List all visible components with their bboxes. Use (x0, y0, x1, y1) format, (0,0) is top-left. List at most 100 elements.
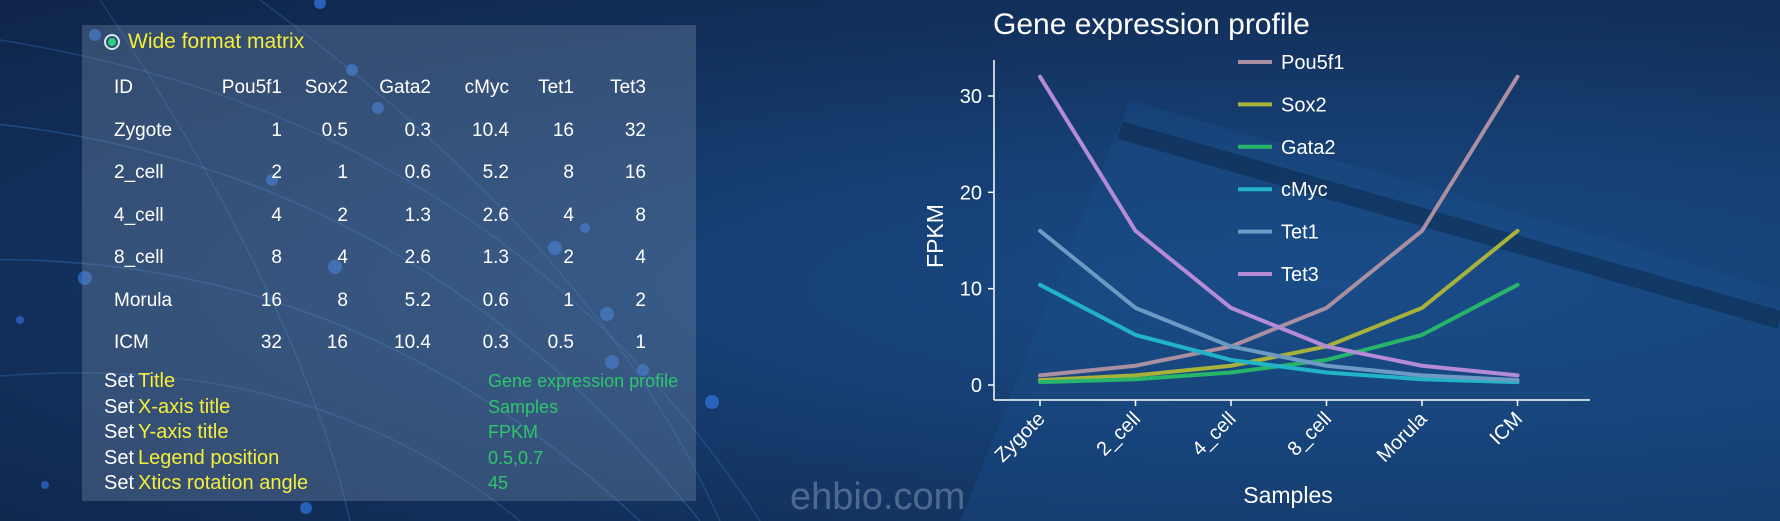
value-cell: 8 (563, 162, 574, 184)
series-line-tet3 (1038, 74, 1520, 378)
value-cell: 10.4 (472, 119, 509, 141)
legend-label: cMyc (1281, 179, 1328, 201)
legend-label: Tet3 (1281, 264, 1319, 286)
row-id-cell: Morula (114, 289, 173, 311)
value-cell: 2.6 (482, 204, 509, 226)
x-tick-label: Zygote (991, 408, 1050, 467)
header-cell: cMyc (464, 77, 509, 99)
value-cell: 1 (337, 162, 348, 184)
matrix-row: 2_cell 2 1 0.6 5.2 8 16 (104, 152, 646, 195)
setting-title: Set Title Gene expression profile (104, 369, 678, 395)
setting-value[interactable]: Gene expression profile (488, 371, 679, 392)
x-tick-label: 4_cell (1188, 408, 1241, 461)
value-cell: 2.6 (404, 247, 431, 269)
value-cell: 16 (326, 332, 348, 354)
setting-verb: Set (104, 446, 135, 469)
x-tick-label: 8_cell (1284, 408, 1337, 461)
value-cell: 16 (624, 162, 646, 184)
value-cell: 4 (271, 204, 282, 226)
setting-verb: Set (104, 472, 135, 495)
y-tick-label: 20 (960, 182, 982, 204)
setting-key: Title (138, 370, 176, 393)
value-cell: 2 (337, 204, 348, 226)
row-id-cell: 2_cell (114, 162, 164, 184)
row-id-cell: 4_cell (114, 204, 164, 226)
setting-value[interactable]: 45 (488, 473, 509, 494)
value-cell: 2 (563, 247, 574, 269)
matrix-row: 4_cell 4 2 1.3 2.6 4 8 (104, 195, 646, 238)
wide-format-matrix: ID Pou5f1 Sox2 Gata2 cMyc Tet1 Tet3 Zygo… (104, 67, 646, 365)
series-line-tet1 (1038, 228, 1520, 383)
value-cell: 0.6 (404, 162, 431, 184)
value-cell: 8 (271, 247, 282, 269)
value-cell: 4 (563, 204, 574, 226)
value-cell: 1.3 (404, 204, 431, 226)
header-cell: Tet3 (610, 77, 646, 99)
setting-value[interactable]: FPKM (488, 422, 539, 443)
matrix-row: Morula 16 8 5.2 0.6 1 2 (104, 280, 646, 323)
setting-value[interactable]: 0.5,0.7 (488, 447, 544, 468)
setting-legend-position: Set Legend position 0.5,0.7 (104, 446, 678, 472)
value-cell: 0.5 (547, 332, 574, 354)
y-tick-label: 0 (971, 375, 982, 397)
header-cell: Pou5f1 (221, 77, 282, 99)
value-cell: 8 (337, 289, 348, 311)
legend-label: Sox2 (1281, 94, 1327, 116)
y-axis-title: FPKM (922, 204, 948, 268)
x-tick-label: ICM (1486, 408, 1527, 449)
value-cell: 32 (260, 332, 282, 354)
value-cell: 0.3 (404, 119, 431, 141)
y-tick-label: 30 (960, 86, 982, 108)
value-cell: 5.2 (482, 162, 509, 184)
matrix-row: Zygote 1 0.5 0.3 10.4 16 32 (104, 110, 646, 153)
x-tick-label: Morula (1373, 407, 1432, 466)
value-cell: 1 (563, 289, 574, 311)
legend-label: Gata2 (1281, 137, 1335, 159)
row-id-cell: 8_cell (114, 247, 164, 269)
setting-key: Xtics rotation angle (138, 472, 309, 495)
matrix-row: ICM 32 16 10.4 0.3 0.5 1 (104, 322, 646, 365)
matrix-row: 8_cell 8 4 2.6 1.3 2 4 (104, 237, 646, 280)
x-axis-title: Samples (1243, 482, 1332, 508)
value-cell: 1.3 (482, 247, 509, 269)
setting-verb: Set (104, 395, 135, 418)
value-cell: 5.2 (404, 289, 431, 311)
series-line-pou5f1 (1038, 74, 1520, 378)
header-cell: Gata2 (379, 77, 431, 99)
legend-label: Tet1 (1281, 222, 1319, 244)
header-cell: Tet1 (538, 77, 574, 99)
value-cell: 1 (635, 332, 646, 354)
series-line-cmyc (1038, 282, 1520, 385)
header-cell: ID (114, 77, 133, 99)
value-cell: 1 (271, 119, 282, 141)
value-cell: 2 (635, 289, 646, 311)
x-tick-label: 2_cell (1093, 408, 1146, 461)
value-cell: 10.4 (394, 332, 431, 354)
value-cell: 4 (337, 247, 348, 269)
watermark: ehbio.com (790, 476, 966, 518)
value-cell: 16 (552, 119, 574, 141)
y-tick-label: 10 (960, 279, 982, 301)
legend-label: Pou5f1 (1281, 52, 1344, 74)
setting-verb: Set (104, 421, 135, 444)
settings-list: Set Title Gene expression profile Set X-… (104, 369, 678, 497)
matrix-header-row: ID Pou5f1 Sox2 Gata2 cMyc Tet1 Tet3 (104, 67, 646, 110)
setting-xtics-rotation: Set Xtics rotation angle 45 (104, 471, 678, 497)
chart-title: Gene expression profile (993, 8, 1310, 41)
value-cell: 8 (635, 204, 646, 226)
value-cell: 0.3 (482, 332, 509, 354)
setting-verb: Set (104, 370, 135, 393)
setting-x-axis-title: Set X-axis title Samples (104, 395, 678, 421)
setting-key: X-axis title (138, 395, 231, 418)
radio-selected-icon[interactable] (104, 34, 120, 50)
value-cell: 32 (624, 119, 646, 141)
setting-value[interactable]: Samples (488, 396, 559, 417)
setting-y-axis-title: Set Y-axis title FPKM (104, 420, 678, 446)
row-id-cell: Zygote (114, 119, 173, 141)
setting-key: Y-axis title (138, 421, 229, 444)
data-panel: Wide format matrix ID Pou5f1 Sox2 Gata2 … (82, 25, 696, 501)
setting-key: Legend position (138, 446, 280, 469)
panel-title: Wide format matrix (104, 30, 304, 54)
